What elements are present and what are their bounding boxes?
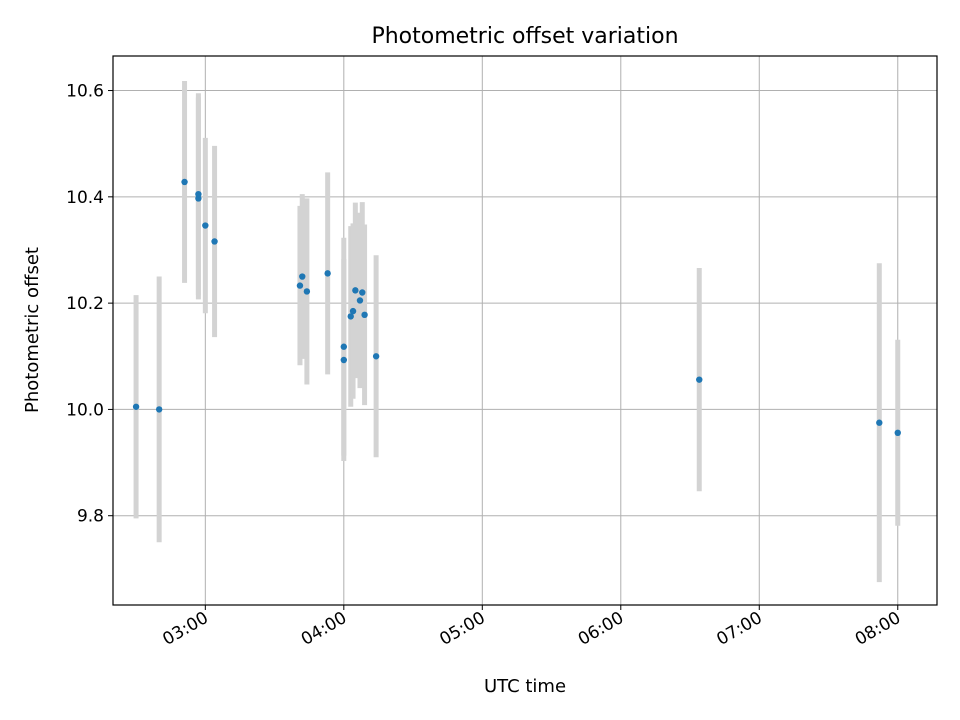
data-point <box>296 282 304 289</box>
data-point <box>876 419 883 426</box>
y-tick-label: 10.2 <box>66 294 104 314</box>
data-point <box>356 297 364 304</box>
y-tick-label: 10.6 <box>66 82 104 102</box>
data-point <box>303 288 311 295</box>
data-point <box>347 313 354 320</box>
data-point <box>211 238 218 245</box>
data-point <box>202 222 209 229</box>
plot-frame <box>112 55 938 606</box>
data-point <box>372 353 380 360</box>
data-point <box>894 429 901 437</box>
data-point <box>181 178 188 186</box>
x-axis-label: UTC time <box>484 676 566 697</box>
data-point <box>340 356 348 364</box>
y-tick-label: 10.4 <box>66 188 104 208</box>
y-axis-ticks: 9.8 10.0 10.2 10.4 10.6 <box>66 82 113 527</box>
data-point <box>155 406 163 413</box>
data-point <box>361 311 368 319</box>
data-point <box>359 289 366 296</box>
data-point <box>349 307 357 315</box>
data-point <box>299 273 306 280</box>
data-points <box>132 178 901 437</box>
data-point <box>324 270 331 277</box>
data-point <box>352 287 359 294</box>
data-point <box>696 376 703 383</box>
y-tick-label: 9.8 <box>77 507 104 527</box>
data-point <box>340 343 348 350</box>
data-point <box>132 403 140 410</box>
y-axis-label: Photometric offset <box>22 247 43 413</box>
chart-title: Photometric offset variation <box>371 24 678 49</box>
y-tick-label: 10.0 <box>66 400 104 420</box>
data-point <box>195 190 202 198</box>
